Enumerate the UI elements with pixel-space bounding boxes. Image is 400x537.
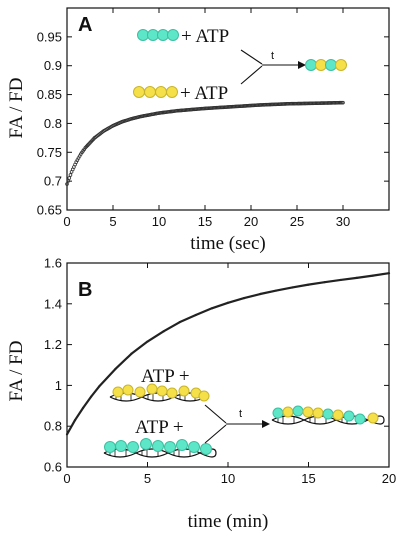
- data-point: [339, 278, 342, 282]
- y-tick-label: 0.6: [44, 460, 62, 475]
- cyan-dna-icon: [103, 438, 217, 458]
- data-point: [387, 272, 391, 275]
- data-point: [73, 418, 77, 422]
- data-point: [243, 296, 246, 300]
- data-point: [146, 340, 149, 343]
- cyan-dna-atp-label: ATP +: [135, 417, 184, 438]
- mixed-protein-icon: [305, 59, 347, 71]
- data-point: [210, 307, 213, 310]
- data-point: [82, 406, 85, 409]
- data-point: [275, 289, 278, 292]
- x-tick-label: 0: [63, 471, 70, 486]
- data-point: [194, 313, 197, 317]
- data-point: [68, 173, 73, 177]
- data-point: [114, 367, 117, 371]
- panel-b-series: [65, 272, 391, 436]
- data-point: [65, 433, 69, 436]
- mixed-dna-icon: [271, 405, 385, 425]
- x-tick-label: 15: [301, 471, 315, 486]
- x-tick-label: 20: [244, 214, 258, 229]
- yellow-dna-atp-label: ATP +: [141, 366, 190, 387]
- y-tick-label: 0.7: [44, 174, 62, 189]
- data-point: [90, 395, 93, 398]
- panel-b-merge-arrow-icon: [204, 404, 270, 444]
- data-point: [67, 176, 72, 180]
- data-point: [323, 281, 326, 284]
- panel-a-frame: [66, 7, 390, 211]
- cyan-protein-icon: [137, 29, 179, 41]
- y-tick-label: 0.85: [37, 87, 62, 102]
- data-point: [162, 330, 165, 333]
- y-tick-label: 1.6: [44, 256, 62, 271]
- x-tick-label: 20: [382, 471, 396, 486]
- data-point: [355, 276, 358, 279]
- panel-b-arrow-label: t: [239, 408, 242, 420]
- panel-a-x-axis: 0 5 10 15 20 25 30: [63, 8, 350, 229]
- data-line: [66, 272, 390, 435]
- data-point: [371, 274, 374, 277]
- data-point: [307, 283, 310, 286]
- yellow-atp-label: + ATP: [180, 83, 228, 104]
- x-tick-label: 0: [63, 214, 70, 229]
- data-point: [341, 100, 345, 105]
- data-point: [98, 385, 101, 388]
- y-tick-label: 0.8: [44, 116, 62, 131]
- y-tick-label: 0.8: [44, 419, 62, 434]
- x-tick-label: 30: [336, 214, 350, 229]
- panel-a-y-axis: 0.65 0.7 0.75 0.8 0.85 0.9 0.95: [37, 29, 389, 218]
- x-tick-label: 25: [290, 214, 304, 229]
- y-tick-label: 0.75: [37, 145, 62, 160]
- data-point: [226, 301, 230, 304]
- y-tick-label: 0.9: [44, 58, 62, 73]
- y-tick-label: 0.65: [37, 203, 62, 218]
- y-tick-label: 0.95: [37, 29, 62, 44]
- panel-a-arrow-label: t: [271, 50, 274, 62]
- panel-a-merge-arrow-icon: [240, 49, 306, 85]
- x-tick-label: 10: [152, 214, 166, 229]
- panel-a: A 0.65 0.7 0.75 0.8 0.85 0.9 0.95 0 5 10 15 20 25 30…: [37, 7, 390, 229]
- panel-b-y-axis: 0.6 0.8 1 1.2 1.4 1.6: [44, 256, 389, 475]
- x-tick-label: 5: [109, 214, 116, 229]
- y-tick-label: 1.4: [44, 296, 62, 311]
- panel-a-x-title: time (sec): [190, 233, 265, 254]
- panel-b-x-axis: 0 5 10 15 20: [63, 263, 396, 486]
- data-point: [66, 179, 70, 183]
- panel-a-series: [65, 100, 345, 186]
- panel-b-y-title: FA / FD: [6, 341, 27, 402]
- panel-b: B 0.6 0.8 1 1.2 1.4 1.6 0 5 10 15 20 ATP +: [44, 256, 396, 487]
- yellow-dna-icon: [109, 383, 210, 402]
- panel-a-letter: A: [78, 14, 92, 36]
- panel-b-x-title: time (min): [188, 511, 269, 532]
- data-point: [259, 292, 262, 296]
- data-point: [178, 321, 181, 324]
- x-tick-label: 15: [198, 214, 212, 229]
- panel-a-y-title: FA / FD: [6, 78, 27, 139]
- data-point: [291, 286, 294, 289]
- x-tick-label: 5: [144, 471, 151, 486]
- data-point: [65, 182, 69, 186]
- x-tick-label: 10: [221, 471, 235, 486]
- cyan-atp-label: + ATP: [181, 26, 229, 47]
- data-point: [130, 352, 133, 355]
- panel-b-letter: B: [78, 279, 92, 301]
- panel-b-frame: [66, 262, 390, 468]
- y-tick-label: 1.2: [44, 337, 62, 352]
- y-tick-label: 1: [55, 378, 62, 393]
- yellow-protein-icon: [133, 86, 178, 98]
